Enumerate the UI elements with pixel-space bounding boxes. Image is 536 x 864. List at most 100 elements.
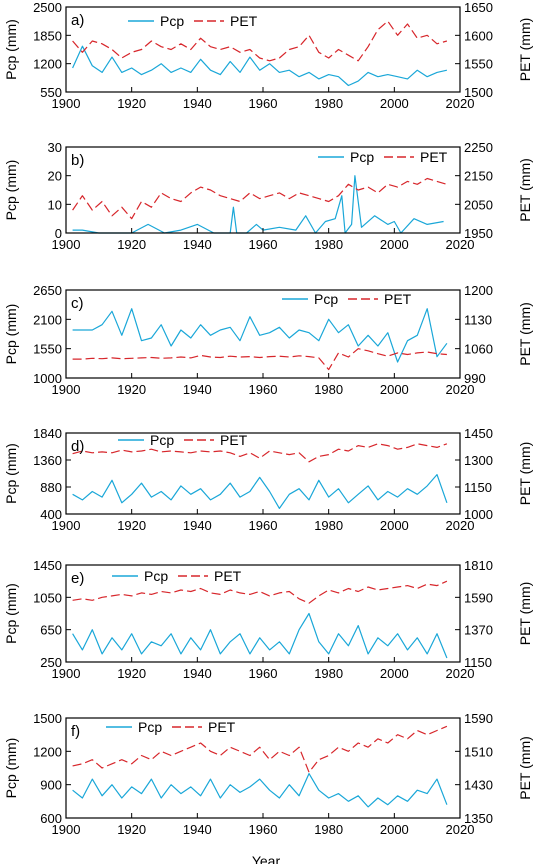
panel-f-ytick-right-label: 1350: [464, 811, 493, 826]
panel-d-xtick-label: 1960: [249, 518, 278, 533]
panel-b-ylabel-right: PET (mm): [517, 158, 533, 222]
panel-d-series-pet-line: [72, 443, 448, 463]
panel-c-xtick-label: 1960: [249, 382, 278, 397]
panel-a-legend-pet-label: PET: [230, 13, 258, 29]
panel-d-xtick-label: 1980: [314, 518, 343, 533]
panel-c-ytick-left-label: 2100: [33, 312, 62, 327]
panel-a-xtick-label: 1980: [314, 96, 343, 111]
panel-b-ylabel-left: Pcp (mm): [3, 160, 19, 221]
panel-b-ytick-right-label: 1950: [464, 226, 493, 241]
panel-f-legend-pet-label: PET: [208, 719, 236, 735]
panel-f-ytick-left-label: 900: [40, 778, 62, 793]
panel-b-xtick-label: 2000: [380, 237, 409, 252]
panel-f-ytick-left-label: 1500: [33, 711, 62, 726]
panel-d-ytick-right-label: 1150: [464, 480, 492, 495]
panel-f-xtick-label: 1980: [314, 822, 343, 837]
panel-b-xtick-label: 1900: [52, 237, 81, 252]
panel-a-ylabel-left: Pcp (mm): [3, 19, 19, 80]
panel-f-legend-pcp-label: Pcp: [138, 719, 162, 735]
panel-e-ytick-left-label: 1050: [33, 590, 62, 605]
panel-e-xtick-label: 1960: [249, 666, 278, 681]
panel-e-ytick-left-label: 1450: [33, 558, 62, 573]
panel-e-series-pcp-line: [72, 612, 448, 659]
panel-b-series-pcp-line: [72, 175, 444, 234]
panel-b-legend-pet-label: PET: [420, 149, 448, 165]
panel-e-ytick-left-label: 250: [40, 655, 62, 670]
panel-a-ytick-left-label: 2500: [33, 0, 62, 15]
panel-b-ytick-right-label: 2150: [464, 169, 493, 184]
panel-f-xtick-label: 1960: [249, 822, 278, 837]
panel-b-legend-pcp-label: Pcp: [350, 149, 374, 165]
panel-a-xtick-label: 2000: [380, 96, 409, 111]
panel-d-xtick-label: 1920: [117, 518, 146, 533]
panel-f-series-pcp-line: [72, 772, 448, 808]
panel-c-series-pcp-line: [72, 308, 448, 363]
panel-a-xtick-label: 1920: [117, 96, 146, 111]
panel-a-ytick-left-label: 1850: [33, 28, 62, 43]
panel-a-xtick-label: 1900: [52, 96, 81, 111]
panel-c-letter: c): [71, 295, 84, 312]
panel-e-ytick-right-label: 1150: [464, 655, 492, 670]
panel-a-xtick-label: 2020: [446, 96, 475, 111]
panel-a-ytick-right-label: 1550: [464, 57, 493, 72]
panel-e-xtick-label: 1900: [52, 666, 81, 681]
panel-d-series-pcp-line: [72, 474, 448, 509]
panel-c-legend-pet-label: PET: [384, 291, 412, 307]
panel-f-letter: f): [71, 723, 80, 740]
panel-e-ytick-right-label: 1590: [464, 590, 493, 605]
panel-c-legend-pcp-label: Pcp: [314, 291, 338, 307]
panel-a-ytick-left-label: 550: [40, 85, 62, 100]
panel-a-ylabel-right: PET (mm): [517, 18, 533, 82]
panel-b-letter: b): [71, 152, 84, 169]
panel-b-xtick-label: 1980: [314, 237, 343, 252]
panel-d-letter: d): [71, 438, 84, 455]
panel-f-xtick-label: 2020: [446, 822, 475, 837]
panel-c-series-pet-line: [72, 348, 447, 371]
panel-d-xtick-label: 1900: [52, 518, 81, 533]
panel-a-series-pcp-line: [72, 45, 448, 87]
panel-a-legend-pcp-label: Pcp: [160, 13, 184, 29]
panel-c-ytick-left-label: 1000: [33, 371, 62, 386]
panel-d-ytick-right-label: 1300: [464, 453, 493, 468]
panel-f-ytick-right-label: 1430: [464, 778, 493, 793]
panel-c-ytick-left-label: 2650: [33, 283, 62, 298]
panel-b-ytick-right-label: 2250: [464, 140, 493, 155]
panel-c-xtick-label: 1900: [52, 382, 81, 397]
panel-f-ylabel-left: Pcp (mm): [3, 738, 19, 799]
panel-c-ytick-right-label: 990: [464, 371, 486, 386]
panel-a-ytick-right-label: 1650: [464, 0, 493, 15]
panel-e-xtick-label: 2000: [380, 666, 409, 681]
panel-d-legend-pet-label: PET: [220, 432, 248, 448]
panel-f-xtick-label: 1900: [52, 822, 81, 837]
figure-xlabel: Year: [252, 853, 281, 864]
panel-e-xtick-label: 2020: [446, 666, 475, 681]
panel-a-ytick-left-label: 1200: [33, 57, 62, 72]
panel-e-ytick-left-label: 650: [40, 623, 62, 638]
panel-d-ytick-left-label: 1360: [33, 453, 62, 468]
panel-c-ylabel-left: Pcp (mm): [3, 304, 19, 365]
panel-e-xtick-label: 1980: [314, 666, 343, 681]
panel-e-xtick-label: 1920: [117, 666, 146, 681]
panel-c-xtick-label: 1920: [117, 382, 146, 397]
panel-b-ytick-left-label: 0: [55, 226, 62, 241]
panel-d-ytick-left-label: 400: [40, 507, 62, 522]
panel-e-ylabel-right: PET (mm): [517, 582, 533, 646]
panel-d-ytick-left-label: 880: [40, 480, 62, 495]
panel-e-legend-pet-label: PET: [214, 568, 242, 584]
panel-c-xtick-label: 2020: [446, 382, 475, 397]
panel-d-ytick-right-label: 1450: [464, 426, 493, 441]
panel-e-ylabel-left: Pcp (mm): [3, 583, 19, 644]
panel-a-series-pet-line: [72, 20, 448, 62]
panel-a-letter: a): [71, 12, 84, 29]
panel-d-legend-pcp-label: Pcp: [150, 432, 174, 448]
panel-b-xtick-label: 1940: [183, 237, 212, 252]
panel-c-ytick-left-label: 1550: [33, 342, 62, 357]
panel-f-series-pet-line: [72, 725, 448, 773]
panel-e-frame: [65, 564, 461, 663]
panel-b-xtick-label: 1920: [117, 237, 146, 252]
panel-c-ytick-right-label: 1200: [464, 283, 493, 298]
panel-b-ytick-left-label: 30: [48, 140, 62, 155]
panel-d-xtick-label: 1940: [183, 518, 212, 533]
panel-d-ytick-left-label: 1840: [33, 426, 62, 441]
